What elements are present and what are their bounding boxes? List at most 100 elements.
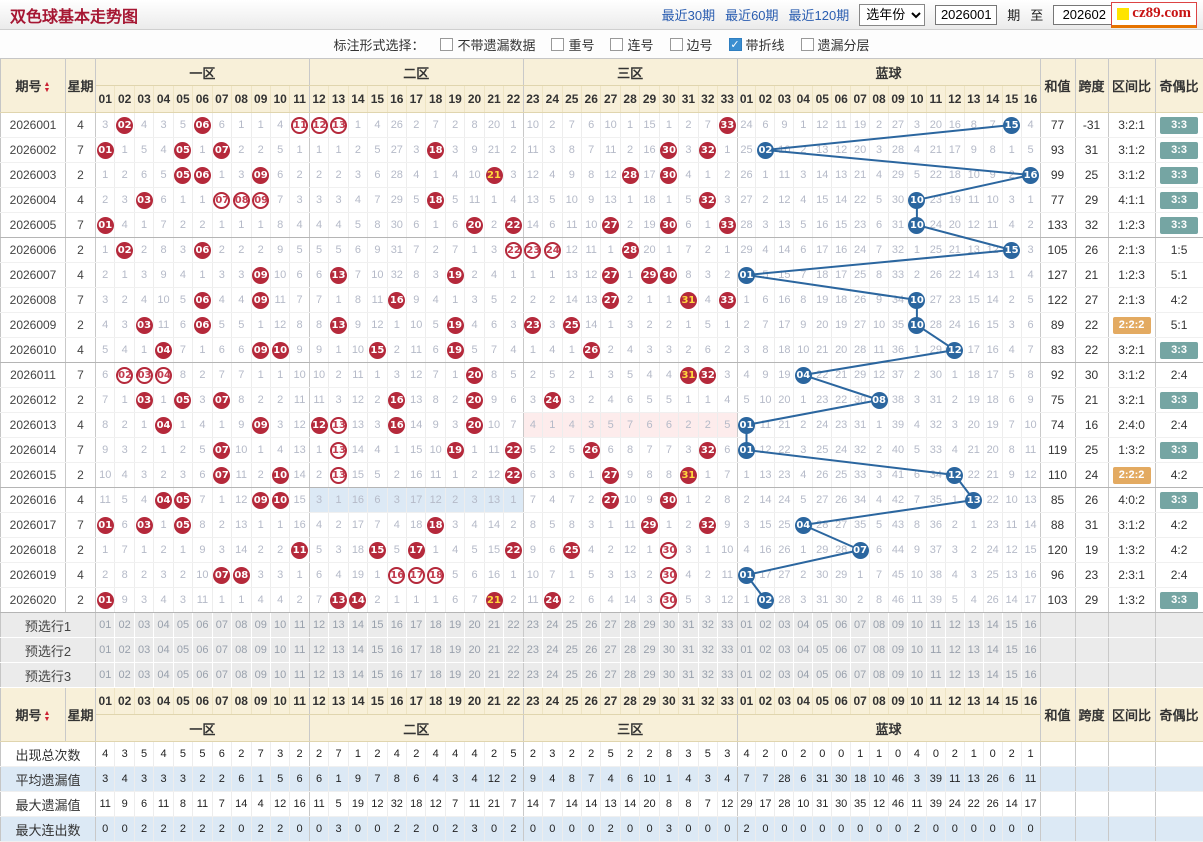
preselect-number[interactable]: 23 bbox=[523, 613, 542, 638]
preselect-number[interactable]: 07 bbox=[212, 663, 231, 688]
preselect-number[interactable]: 25 bbox=[562, 613, 581, 638]
preselect-number[interactable]: 18 bbox=[426, 663, 445, 688]
preselect-number[interactable]: 27 bbox=[601, 613, 620, 638]
site-logo[interactable]: cz89.com bbox=[1111, 2, 1197, 28]
preselect-number[interactable]: 06 bbox=[193, 613, 212, 638]
preselect-number[interactable]: 33 bbox=[718, 613, 737, 638]
preselect-number[interactable]: 16 bbox=[1021, 638, 1040, 663]
unchecked-checkbox-icon[interactable] bbox=[801, 38, 814, 51]
preselect-number[interactable]: 12 bbox=[309, 638, 328, 663]
preselect-number[interactable]: 13 bbox=[964, 613, 983, 638]
preselect-number[interactable]: 19 bbox=[445, 613, 464, 638]
preselect-number[interactable]: 11 bbox=[926, 613, 945, 638]
year-select[interactable]: 选年份 bbox=[859, 4, 925, 26]
preselect-number[interactable]: 15 bbox=[368, 663, 387, 688]
preselect-number[interactable]: 04 bbox=[794, 613, 813, 638]
preselect-number[interactable]: 30 bbox=[659, 613, 678, 638]
preselect-number[interactable]: 11 bbox=[926, 638, 945, 663]
preselect-number[interactable]: 16 bbox=[1021, 613, 1040, 638]
preselect-number[interactable]: 11 bbox=[290, 638, 309, 663]
preselect-number[interactable]: 23 bbox=[523, 638, 542, 663]
preselect-number[interactable]: 08 bbox=[232, 663, 251, 688]
link-recent-30[interactable]: 最近30期 bbox=[662, 5, 715, 24]
preselect-number[interactable]: 06 bbox=[193, 638, 212, 663]
preselect-number[interactable]: 20 bbox=[465, 613, 484, 638]
preselect-number[interactable]: 14 bbox=[983, 638, 1002, 663]
preselect-number[interactable]: 13 bbox=[329, 613, 348, 638]
checkbox-option-1[interactable]: 重号 bbox=[551, 35, 594, 54]
preselect-number[interactable]: 09 bbox=[251, 613, 270, 638]
preselect-number[interactable]: 15 bbox=[368, 638, 387, 663]
preselect-number[interactable]: 14 bbox=[348, 663, 367, 688]
preselect-number[interactable]: 22 bbox=[504, 613, 523, 638]
preselect-number[interactable]: 29 bbox=[640, 638, 659, 663]
preselect-number[interactable]: 19 bbox=[445, 638, 464, 663]
preselect-number[interactable]: 05 bbox=[813, 638, 832, 663]
unchecked-checkbox-icon[interactable] bbox=[670, 38, 683, 51]
preselect-number[interactable]: 03 bbox=[775, 638, 794, 663]
preselect-number[interactable]: 27 bbox=[601, 663, 620, 688]
preselect-number[interactable]: 02 bbox=[115, 663, 134, 688]
preselect-number[interactable]: 08 bbox=[232, 613, 251, 638]
preselect-number[interactable]: 11 bbox=[926, 663, 945, 688]
preselect-number[interactable]: 16 bbox=[387, 638, 406, 663]
preselect-number[interactable]: 13 bbox=[964, 663, 983, 688]
preselect-number[interactable]: 10 bbox=[270, 613, 289, 638]
preselect-number[interactable]: 18 bbox=[426, 638, 445, 663]
link-recent-60[interactable]: 最近60期 bbox=[725, 5, 778, 24]
preselect-number[interactable]: 19 bbox=[445, 663, 464, 688]
preselect-number[interactable]: 01 bbox=[96, 663, 115, 688]
preselect-number[interactable]: 07 bbox=[212, 638, 231, 663]
preselect-number[interactable]: 05 bbox=[173, 638, 192, 663]
preselect-number[interactable]: 09 bbox=[251, 663, 270, 688]
preselect-number[interactable]: 30 bbox=[659, 638, 678, 663]
preselect-number[interactable]: 01 bbox=[737, 663, 756, 688]
preselect-number[interactable]: 25 bbox=[562, 663, 581, 688]
preselect-number[interactable]: 16 bbox=[1021, 663, 1040, 688]
preselect-number[interactable]: 12 bbox=[309, 613, 328, 638]
preselect-number[interactable]: 03 bbox=[775, 613, 794, 638]
preselect-number[interactable]: 13 bbox=[329, 638, 348, 663]
checkbox-option-2[interactable]: 连号 bbox=[610, 35, 653, 54]
preselect-number[interactable]: 24 bbox=[543, 663, 562, 688]
preselect-number[interactable]: 15 bbox=[1002, 638, 1021, 663]
preselect-number[interactable]: 32 bbox=[698, 638, 717, 663]
preselect-number[interactable]: 03 bbox=[134, 613, 153, 638]
preselect-number[interactable]: 06 bbox=[832, 638, 851, 663]
checkbox-option-4[interactable]: ✓带折线 bbox=[729, 35, 785, 54]
preselect-number[interactable]: 31 bbox=[679, 638, 698, 663]
preselect-number[interactable]: 13 bbox=[964, 638, 983, 663]
preselect-number[interactable]: 08 bbox=[232, 638, 251, 663]
unchecked-checkbox-icon[interactable] bbox=[551, 38, 564, 51]
preselect-number[interactable]: 07 bbox=[851, 638, 870, 663]
preselect-number[interactable]: 32 bbox=[698, 613, 717, 638]
preselect-number[interactable]: 03 bbox=[775, 663, 794, 688]
issue-to-input[interactable] bbox=[1053, 5, 1115, 25]
preselect-number[interactable]: 08 bbox=[870, 613, 889, 638]
link-recent-120[interactable]: 最近120期 bbox=[789, 5, 850, 24]
preselect-number[interactable]: 01 bbox=[96, 638, 115, 663]
preselect-number[interactable]: 20 bbox=[465, 638, 484, 663]
preselect-number[interactable]: 17 bbox=[407, 663, 426, 688]
preselect-number[interactable]: 04 bbox=[794, 638, 813, 663]
preselect-number[interactable]: 11 bbox=[290, 663, 309, 688]
preselect-number[interactable]: 01 bbox=[737, 613, 756, 638]
preselect-number[interactable]: 01 bbox=[96, 613, 115, 638]
preselect-number[interactable]: 04 bbox=[154, 663, 173, 688]
preselect-number[interactable]: 05 bbox=[813, 663, 832, 688]
preselect-number[interactable]: 09 bbox=[889, 663, 908, 688]
preselect-number[interactable]: 02 bbox=[115, 613, 134, 638]
preselect-number[interactable]: 31 bbox=[679, 613, 698, 638]
preselect-number[interactable]: 26 bbox=[582, 613, 601, 638]
preselect-number[interactable]: 26 bbox=[582, 638, 601, 663]
checkbox-option-0[interactable]: 不带遗漏数据 bbox=[440, 35, 535, 54]
preselect-number[interactable]: 17 bbox=[407, 613, 426, 638]
preselect-number[interactable]: 07 bbox=[212, 613, 231, 638]
preselect-number[interactable]: 15 bbox=[368, 613, 387, 638]
preselect-number[interactable]: 14 bbox=[348, 613, 367, 638]
checkbox-option-5[interactable]: 遗漏分层 bbox=[801, 35, 870, 54]
preselect-number[interactable]: 09 bbox=[251, 638, 270, 663]
preselect-number[interactable]: 21 bbox=[484, 638, 503, 663]
preselect-number[interactable]: 12 bbox=[945, 638, 964, 663]
preselect-number[interactable]: 17 bbox=[407, 638, 426, 663]
